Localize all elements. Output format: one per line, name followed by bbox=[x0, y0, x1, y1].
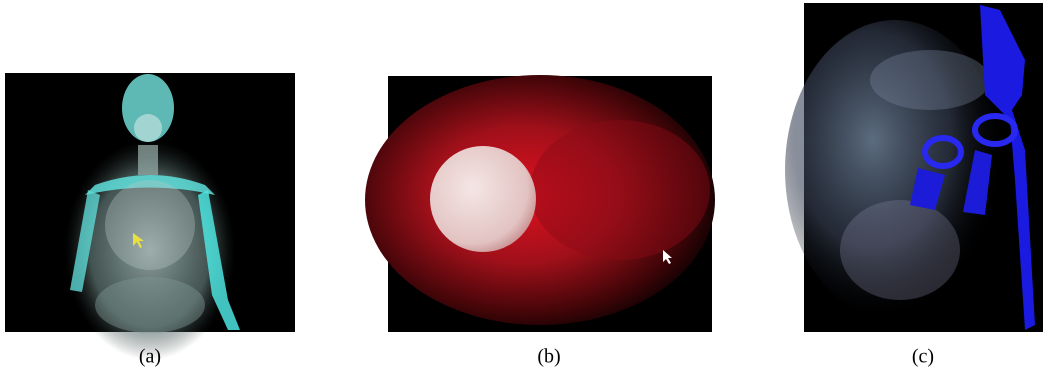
page: {"panels": [{"caption": "(a)"}, {"captio… bbox=[0, 0, 1047, 375]
panel-caption: (c) bbox=[912, 346, 934, 368]
panel-caption: (b) bbox=[537, 346, 560, 368]
figure: (a) (b) (c) bbox=[0, 0, 1047, 375]
panel-b-image bbox=[365, 75, 715, 332]
panel-c-image bbox=[785, 3, 1043, 332]
panel-caption: (a) bbox=[139, 346, 161, 368]
panel-a-image bbox=[5, 73, 295, 360]
